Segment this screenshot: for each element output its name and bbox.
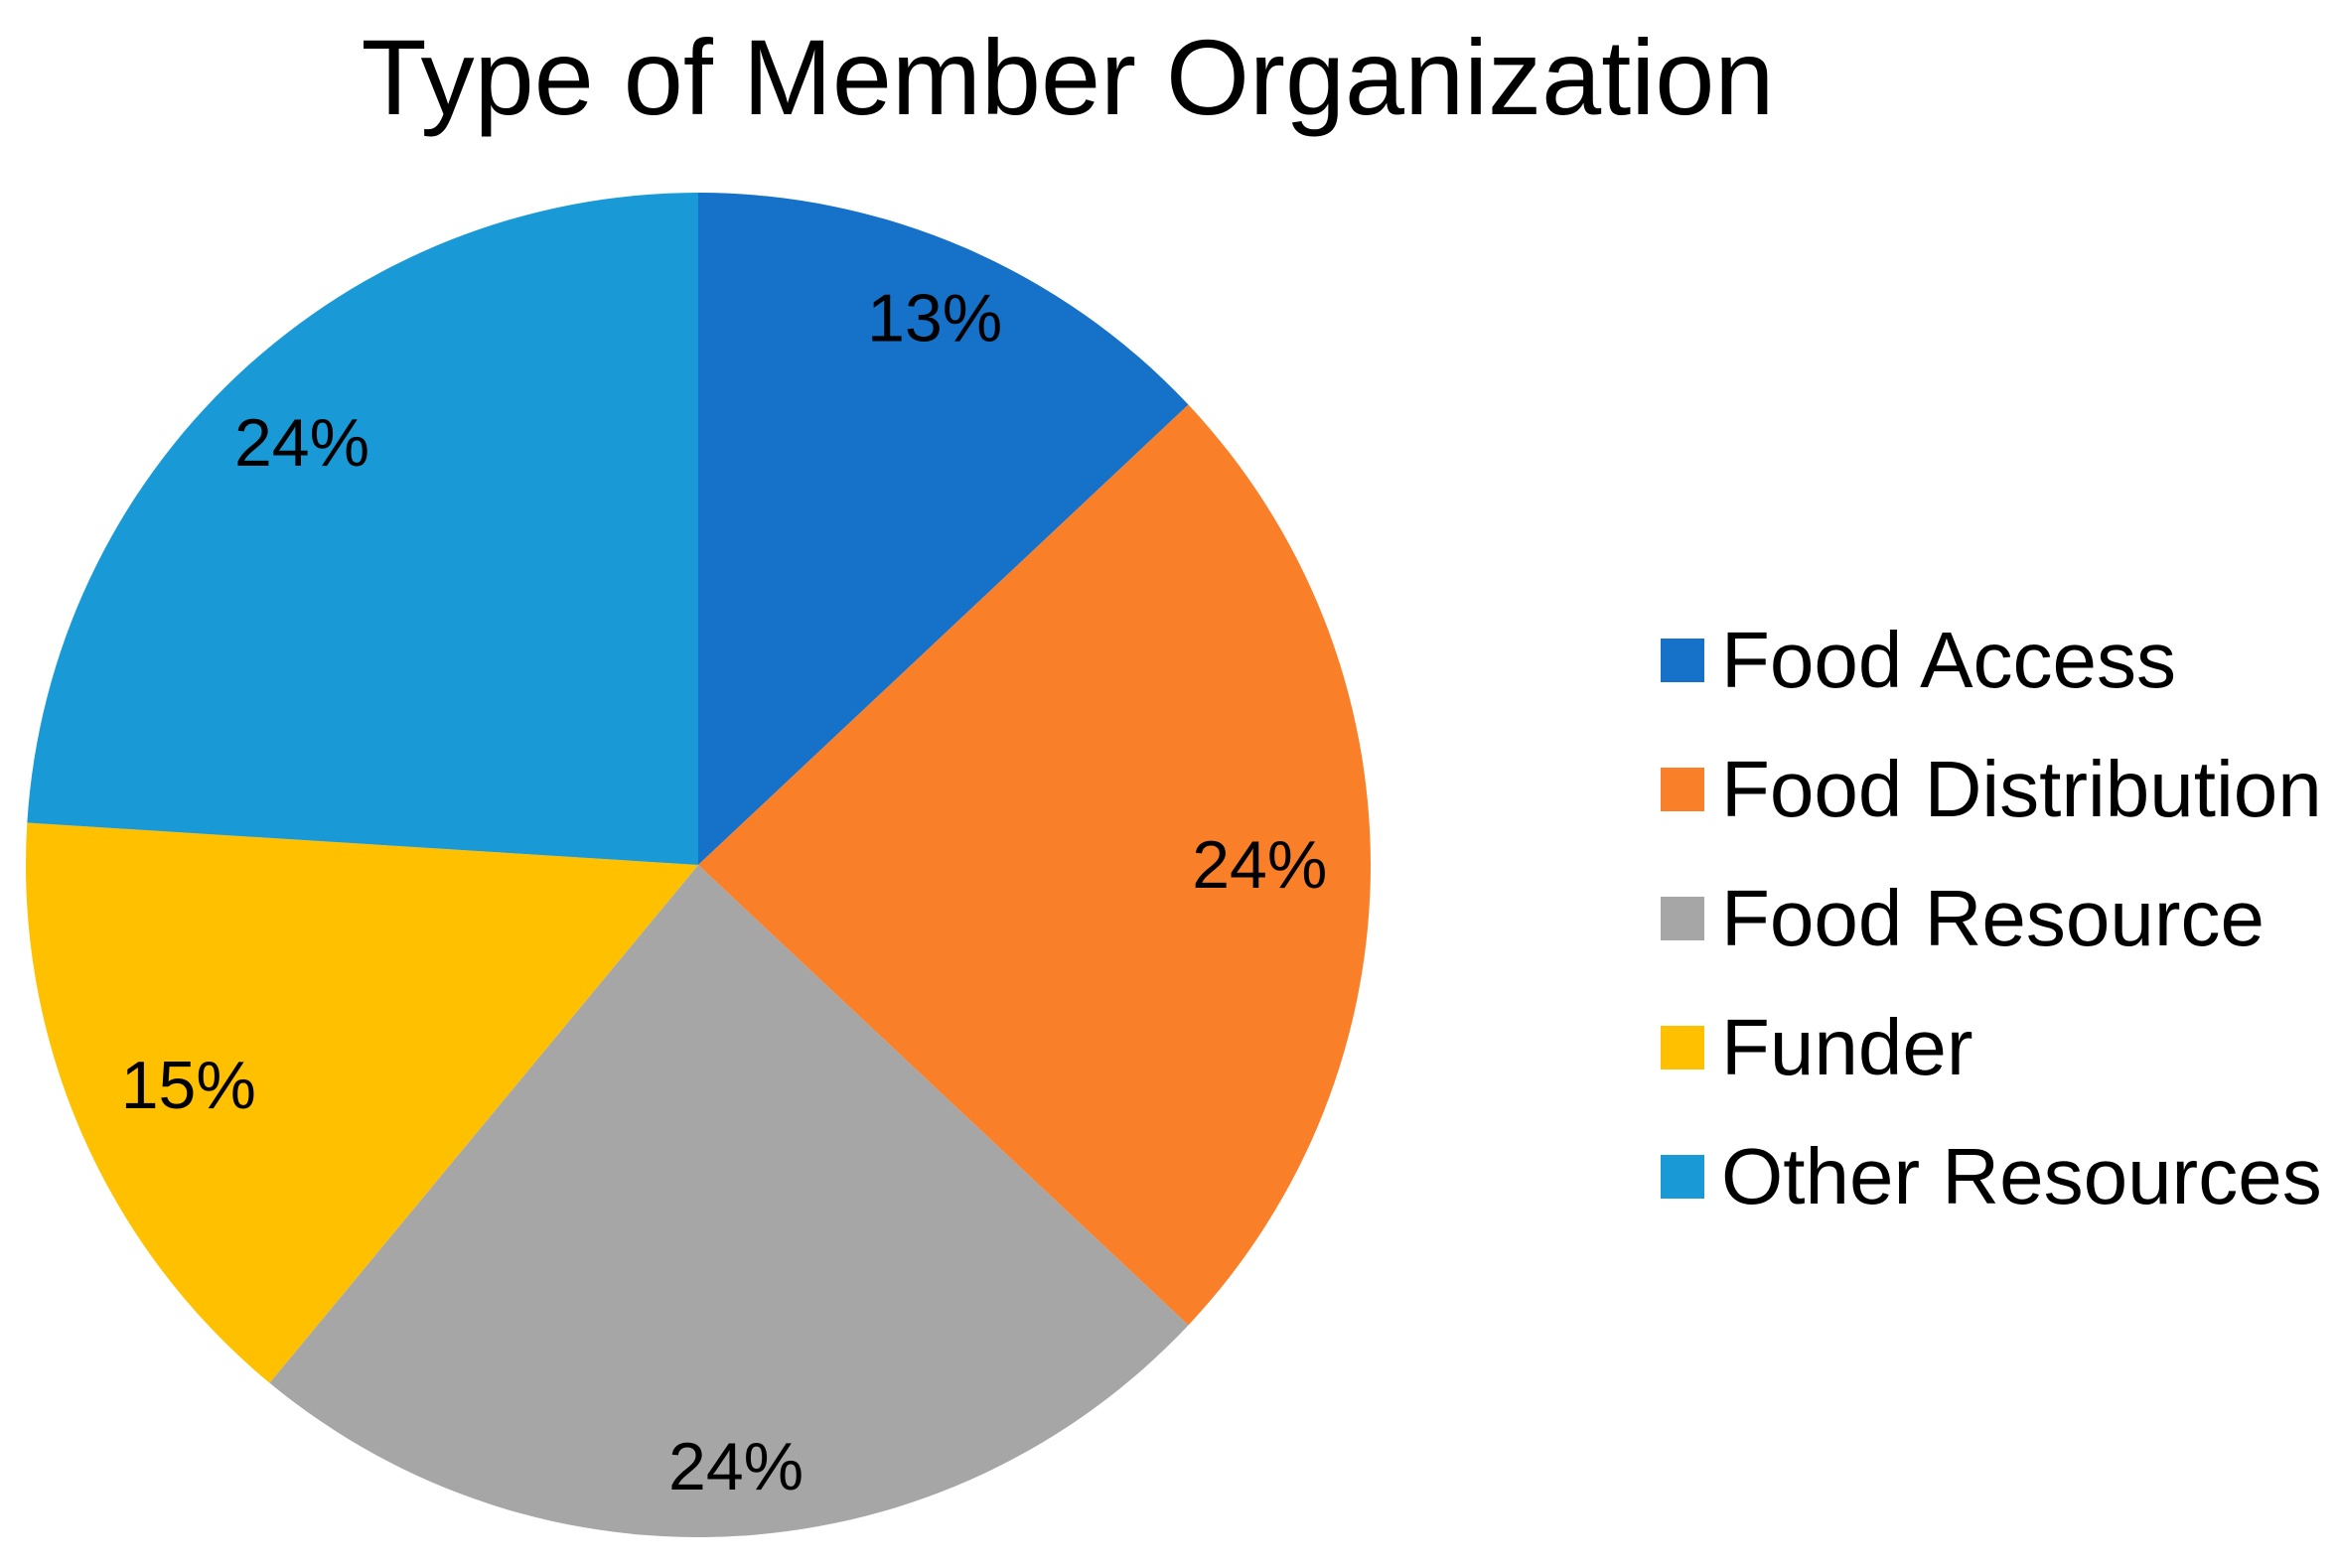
legend-item-food-distribution: Food Distribution (1661, 725, 2322, 854)
legend-swatch-icon (1661, 1155, 1704, 1199)
slice-data-label: 15% (121, 1048, 256, 1123)
pie-slices (26, 193, 1371, 1538)
slice-data-label: 24% (234, 405, 369, 481)
legend-item-funder: Funder (1661, 983, 2322, 1112)
pie-slice-food-resource (269, 865, 1189, 1538)
pie-slice-other-resources (27, 193, 698, 865)
legend-item-other-resources: Other Resources (1661, 1112, 2322, 1241)
legend-label: Funder (1721, 1003, 1973, 1091)
pie-slice-funder (26, 822, 699, 1383)
pie-slice-food-distribution (698, 404, 1371, 1326)
legend-label: Food Access (1721, 616, 2177, 704)
slice-data-label: 13% (867, 281, 1002, 356)
pie-slice-labels: 13% 24% 24% 15% 24% (121, 281, 1328, 1505)
legend-swatch-icon (1661, 897, 1704, 940)
slice-data-label: 24% (668, 1429, 804, 1504)
pie-slice-food-access (698, 193, 1189, 865)
legend: Food Access Food Distribution Food Resourc… (1661, 596, 2322, 1241)
legend-swatch-icon (1661, 768, 1704, 811)
chart-title: Type of Member Organization (361, 17, 1775, 137)
legend-swatch-icon (1661, 1026, 1704, 1069)
legend-item-food-access: Food Access (1661, 596, 2322, 725)
legend-label: Food Resource (1721, 874, 2265, 962)
legend-item-food-resource: Food Resource (1661, 854, 2322, 983)
slice-data-label: 24% (1192, 827, 1327, 903)
legend-label: Food Distribution (1721, 745, 2322, 833)
legend-swatch-icon (1661, 639, 1704, 682)
legend-label: Other Resources (1721, 1132, 2322, 1220)
